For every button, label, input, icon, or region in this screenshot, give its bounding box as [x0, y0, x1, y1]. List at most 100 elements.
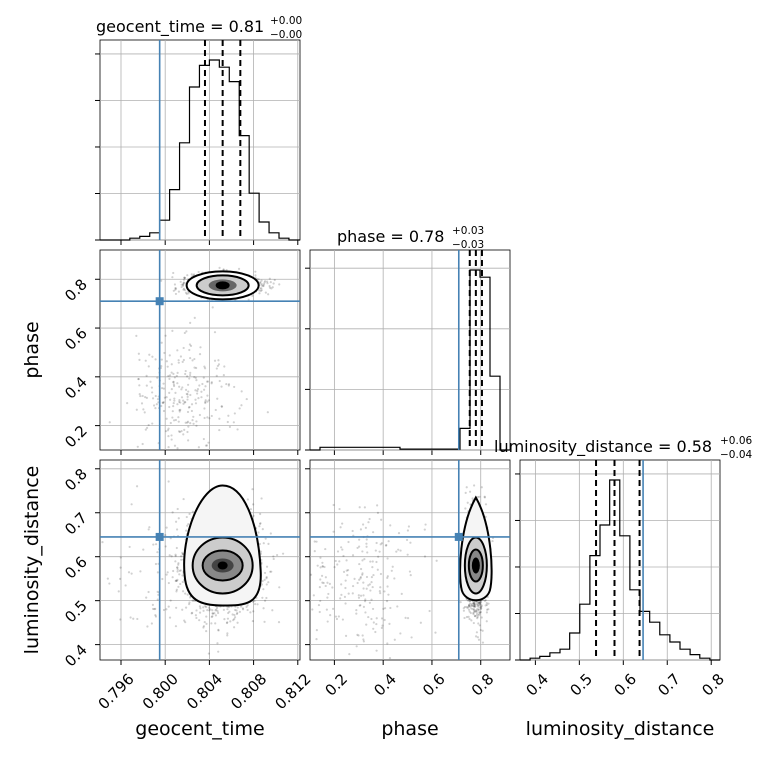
sample-point [174, 391, 177, 394]
sample-point [188, 348, 191, 352]
sample-point [178, 569, 181, 572]
sample-point [168, 354, 171, 357]
sample-point [180, 285, 183, 289]
sample-point [150, 386, 154, 389]
sample-point [135, 408, 138, 411]
sample-point [147, 365, 150, 368]
sample-point [264, 291, 267, 294]
sample-point [160, 279, 163, 282]
sample-point [214, 614, 218, 617]
sample-point [179, 408, 182, 411]
sample-point [210, 382, 213, 385]
sample-point [163, 396, 166, 399]
sample-point [226, 420, 229, 424]
sample-point [168, 616, 172, 619]
sample-point [136, 617, 139, 621]
sample-point [187, 439, 190, 442]
sample-point [143, 411, 146, 414]
sample-point [217, 363, 221, 366]
sample-point [161, 401, 165, 404]
sample-point [171, 576, 174, 579]
sample-point [108, 421, 111, 424]
sample-point [175, 606, 178, 609]
sample-point [227, 606, 230, 609]
sample-point [176, 566, 179, 569]
sample-point [175, 374, 178, 378]
sample-point [226, 634, 229, 637]
sample-point [160, 364, 163, 368]
sample-point [137, 352, 140, 355]
sample-point [182, 288, 185, 291]
sample-point [167, 605, 170, 608]
sample-point [180, 388, 183, 391]
sample-point [206, 609, 209, 612]
sample-point [119, 618, 122, 621]
sample-point [178, 573, 181, 576]
sample-point [119, 566, 122, 569]
sample-point [192, 415, 195, 418]
sample-point [189, 356, 192, 360]
sample-point [480, 616, 483, 619]
sample-point [182, 281, 186, 284]
sample-point [186, 410, 190, 414]
sample-point [183, 331, 186, 335]
sample-point [183, 276, 186, 279]
sample-point [226, 608, 229, 611]
sample-point [137, 377, 140, 381]
sample-point [177, 563, 180, 566]
sample-point [281, 552, 285, 555]
sample-point [466, 501, 469, 504]
sample-point [241, 607, 244, 610]
sample-point [183, 288, 187, 292]
sample-point [178, 430, 182, 434]
sample-point [139, 570, 142, 573]
sample-point [204, 401, 207, 405]
sample-point [193, 357, 196, 361]
sample-point [278, 283, 281, 286]
sample-point [179, 401, 182, 404]
sample-point [172, 271, 175, 275]
sample-point [124, 584, 127, 587]
sample-point [145, 596, 148, 599]
sample-point [189, 422, 192, 425]
sample-point [151, 422, 154, 425]
sample-point [222, 268, 225, 271]
sample-point [186, 398, 189, 401]
sample-point [139, 394, 142, 398]
sample-point [257, 531, 260, 534]
sample-point [199, 607, 202, 610]
sample-point [117, 590, 120, 593]
sample-point [195, 379, 198, 382]
sample-point [184, 606, 188, 609]
sample-point [145, 374, 148, 377]
sample-point [189, 596, 192, 599]
sample-point [181, 574, 184, 577]
sample-point [156, 398, 160, 401]
sample-point [196, 389, 199, 393]
sample-point [180, 555, 183, 558]
sample-point [207, 399, 210, 402]
sample-point [218, 379, 221, 383]
sample-point [478, 624, 481, 627]
sample-point [101, 540, 104, 544]
sample-point [277, 621, 281, 624]
sample-point [176, 570, 179, 573]
sample-point [196, 392, 199, 395]
sample-point [172, 372, 175, 375]
sample-point [154, 562, 158, 566]
density-contour [215, 281, 230, 290]
sample-point [182, 399, 185, 402]
sample-point [216, 609, 219, 613]
sample-point [165, 526, 168, 529]
sample-point [174, 287, 178, 290]
sample-point [272, 557, 275, 561]
sample-point [190, 403, 194, 406]
sample-point [145, 396, 149, 400]
sample-point [144, 428, 147, 431]
sample-point [180, 283, 183, 286]
phase-histogram-step [310, 269, 510, 451]
grid-lines [333, 250, 482, 450]
sample-point [467, 608, 471, 611]
sample-point [170, 555, 173, 558]
sample-point [173, 444, 177, 447]
